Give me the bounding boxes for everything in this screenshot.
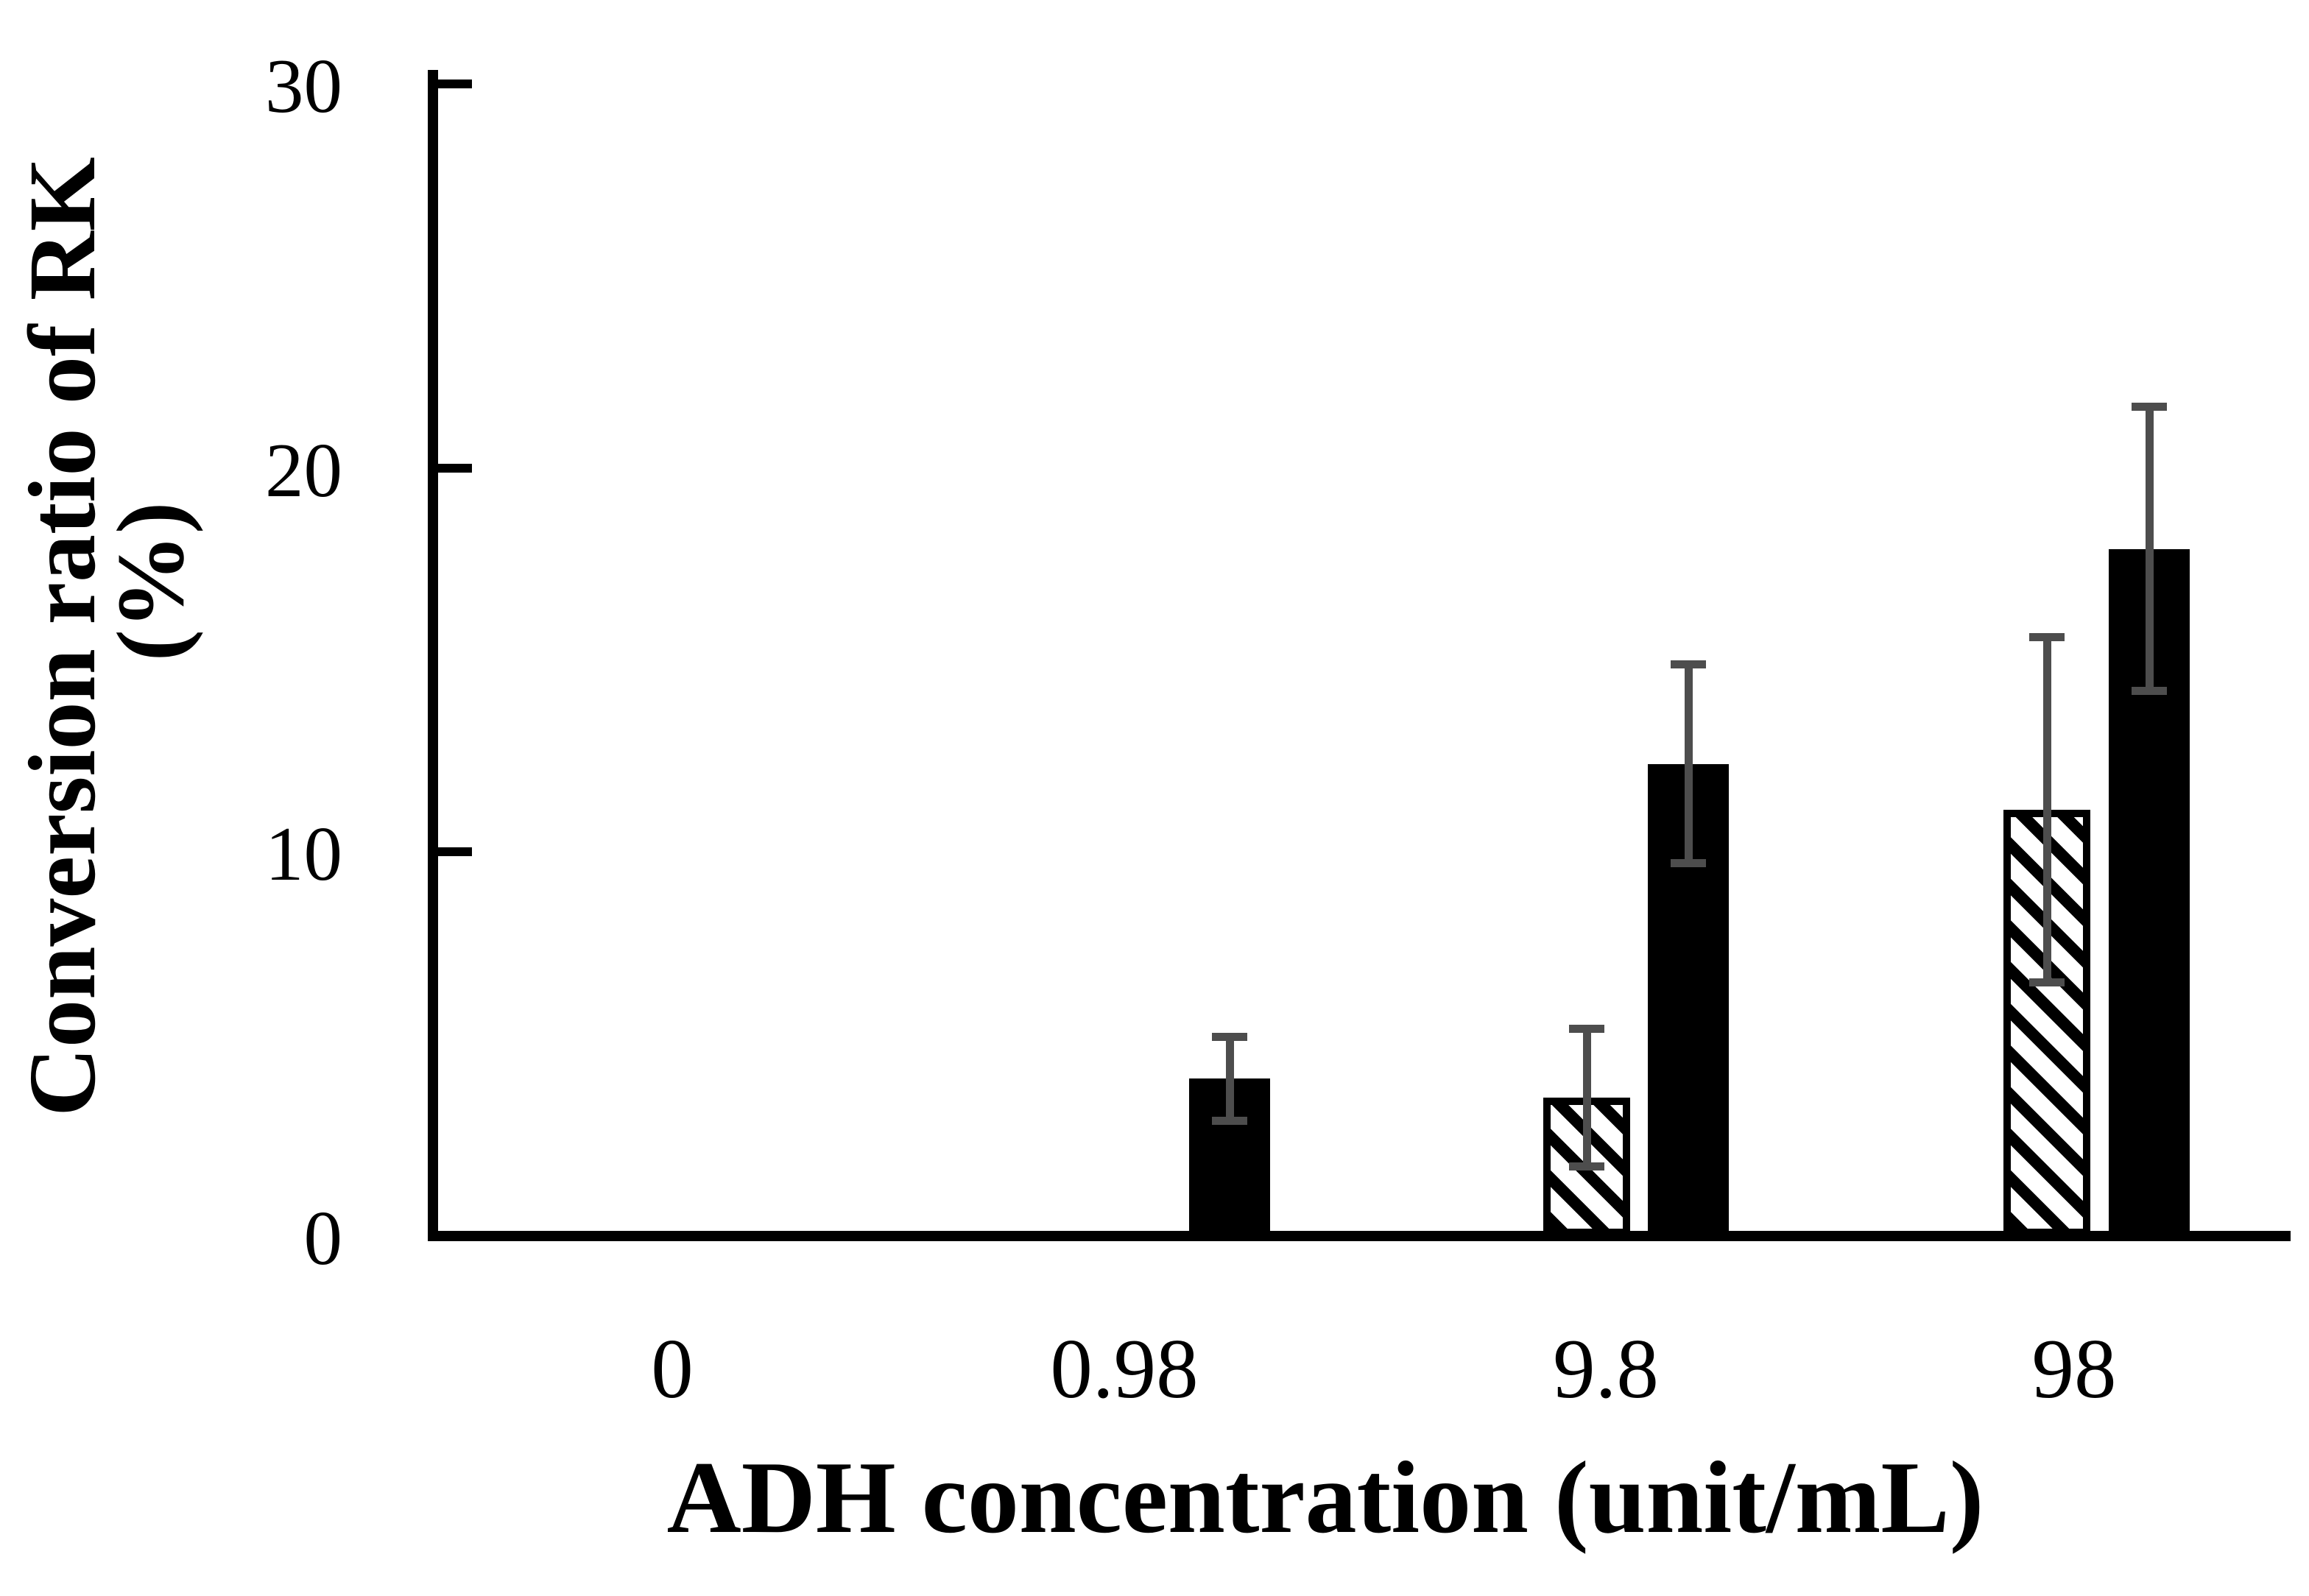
error-bar-hatched-98-cap-bottom — [2029, 978, 2065, 987]
error-bar-solid-0.98-line — [1225, 1032, 1234, 1125]
error-bar-solid-98-line — [2145, 403, 2154, 695]
error-bar-hatched-9.8-cap-top — [1569, 1025, 1604, 1034]
error-bar-solid-0.98-cap-bottom — [1212, 1116, 1247, 1125]
error-bar-solid-98-cap-top — [2132, 403, 2167, 412]
y-tick-label-30: 30 — [265, 43, 342, 129]
x-axis-line — [428, 1231, 2291, 1241]
y-tick-mark-20 — [438, 464, 472, 473]
y-axis-title-line1: Conversion ratio of RK — [10, 157, 116, 1117]
error-bar-hatched-9.8-cap-bottom — [1569, 1162, 1604, 1171]
x-axis-title: ADH concentration (unit/mL) — [666, 1441, 1984, 1555]
error-bar-hatched-98-cap-top — [2029, 633, 2065, 642]
y-tick-mark-10 — [438, 847, 472, 856]
error-bar-solid-9.8-cap-bottom — [1671, 859, 1706, 868]
x-tick-label-98: 98 — [2031, 1322, 2117, 1416]
y-tick-label-20: 20 — [265, 427, 342, 513]
error-bar-solid-98-cap-bottom — [2132, 686, 2167, 695]
x-tick-label-9.8: 9.8 — [1553, 1322, 1659, 1416]
x-tick-label-0: 0 — [651, 1322, 694, 1416]
error-bar-solid-9.8-line — [1684, 660, 1693, 868]
y-axis-line — [428, 70, 438, 1241]
x-tick-label-0.98: 0.98 — [1050, 1322, 1199, 1416]
error-bar-hatched-9.8-line — [1582, 1025, 1591, 1171]
y-tick-label-10: 10 — [265, 811, 342, 897]
y-tick-label-0: 0 — [303, 1195, 343, 1281]
error-bar-solid-0.98-cap-top — [1212, 1032, 1247, 1041]
y-tick-mark-30 — [438, 80, 472, 88]
error-bar-hatched-98-line — [2042, 633, 2051, 986]
error-bar-solid-9.8-cap-top — [1671, 660, 1706, 668]
